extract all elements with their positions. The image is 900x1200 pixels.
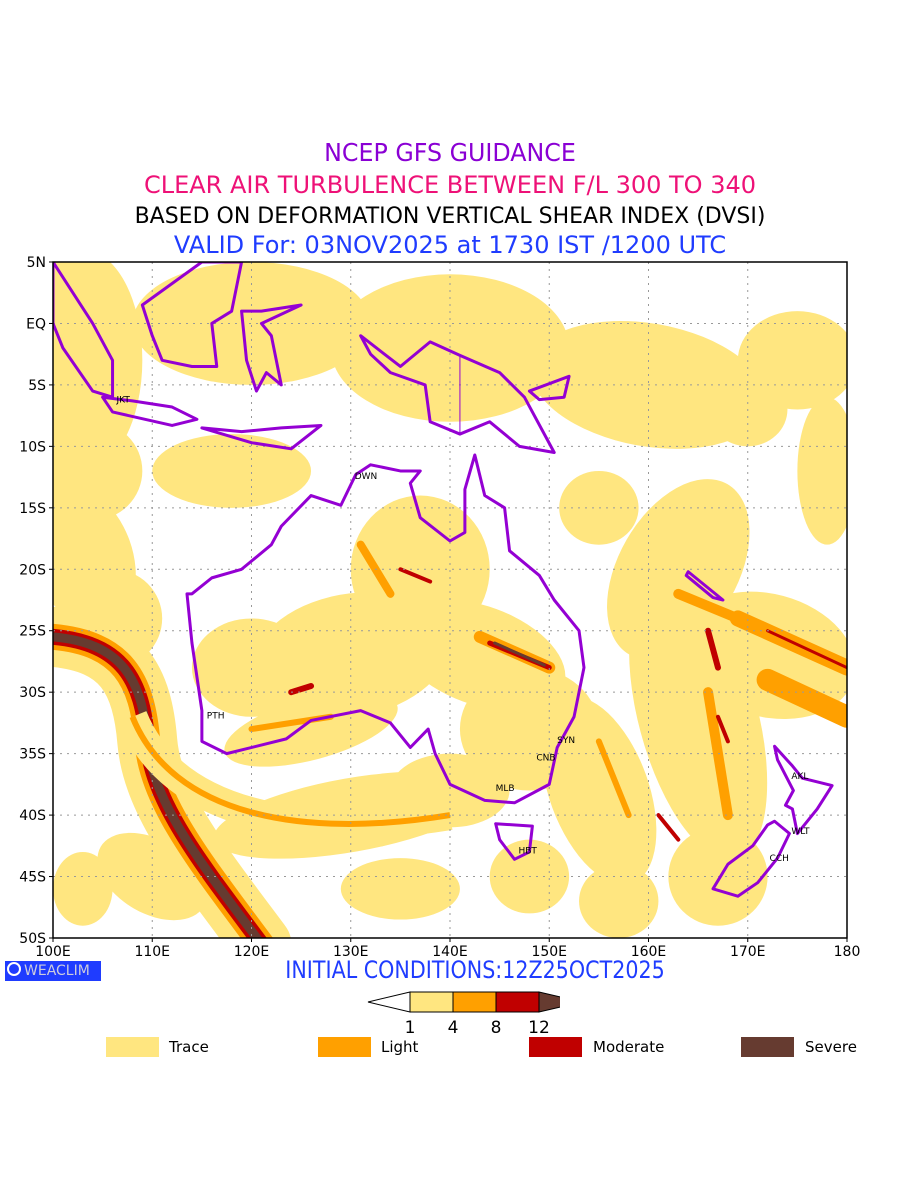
coastline-nz-north xyxy=(773,744,834,836)
trace-area xyxy=(541,696,657,885)
lat-label: 25S xyxy=(19,624,46,640)
coastline-new-caledonia xyxy=(684,570,725,602)
lat-label: 40S xyxy=(19,808,46,824)
trace-area xyxy=(132,262,371,385)
colorbar-moderate xyxy=(495,991,540,1013)
legend-label-light: Light xyxy=(381,1038,419,1056)
legend-label-severe: Severe xyxy=(805,1038,857,1056)
legend-swatch-trace xyxy=(106,1037,159,1057)
lat-label: 50S xyxy=(19,931,46,947)
coastline-newguinea xyxy=(359,334,556,455)
streak-moderate xyxy=(288,683,315,696)
coastline-java xyxy=(101,395,199,427)
lon-label: 150E xyxy=(531,944,567,960)
trace-area xyxy=(340,858,460,920)
colorbar: 1 4 8 12 xyxy=(367,991,560,1038)
streak-moderate xyxy=(766,629,847,670)
city-label: CNB xyxy=(536,753,555,763)
colorbar-light xyxy=(452,991,497,1013)
title-main: NCEP GFS GUIDANCE xyxy=(324,138,576,167)
legend-swatch-moderate xyxy=(529,1037,582,1057)
initial-conditions: INITIAL CONDITIONS:12Z25OCT2025 xyxy=(285,956,665,984)
coastline-sulawesi xyxy=(240,303,303,393)
lat-label: 20S xyxy=(19,562,46,578)
coastline-lesser-sunda xyxy=(200,423,323,451)
lon-label: 100E xyxy=(35,944,71,960)
colorbar-tick: 12 xyxy=(528,1018,550,1038)
legend-label-moderate: Moderate xyxy=(593,1038,665,1056)
streak-severe xyxy=(493,641,546,667)
turbulence-field xyxy=(53,262,847,938)
coastline-tasmania xyxy=(494,822,534,861)
copyright-icon xyxy=(7,962,21,976)
coastline-borneo xyxy=(140,262,244,368)
coastline-australia xyxy=(185,453,586,805)
colorbar-severe xyxy=(538,991,560,1013)
lon-label: 120E xyxy=(234,944,270,960)
lat-label: 10S xyxy=(19,439,46,455)
colorbar-trace xyxy=(409,991,454,1013)
colorbar-under xyxy=(367,991,411,1013)
colorbar-tick: 8 xyxy=(491,1018,502,1038)
city-label: JKT xyxy=(115,396,130,406)
city-label: DWN xyxy=(355,472,378,482)
colorbar-tick: 1 xyxy=(405,1018,416,1038)
city-label: SYN xyxy=(557,736,575,746)
lon-label: 170E xyxy=(730,944,766,960)
title-subject: CLEAR AIR TURBULENCE BETWEEN F/L 300 TO … xyxy=(143,171,757,199)
lon-label: 130E xyxy=(333,944,369,960)
streak-moderate xyxy=(656,813,681,842)
city-label: PTH xyxy=(207,712,225,722)
streak-light xyxy=(703,687,733,821)
city-label: MLB xyxy=(496,784,515,794)
trace-area xyxy=(679,591,847,720)
band-light xyxy=(129,715,451,827)
lat-label: EQ xyxy=(26,316,46,332)
city-label: AKL xyxy=(791,772,808,782)
coastline-nz-south xyxy=(711,819,791,898)
lat-label: 5S xyxy=(28,378,46,394)
city-label: HBT xyxy=(518,847,537,857)
legend-swatch-severe xyxy=(741,1037,794,1057)
lon-label: 110E xyxy=(134,944,170,960)
trace-area xyxy=(224,691,398,767)
city-label: CCH xyxy=(770,854,789,864)
trace-area xyxy=(579,864,659,938)
streak-moderate xyxy=(715,714,730,744)
trace-area xyxy=(797,397,847,545)
trace-area xyxy=(152,434,312,508)
legend-label-trace: Trace xyxy=(169,1038,209,1056)
streak-light xyxy=(756,668,847,728)
title-method: BASED ON DEFORMATION VERTICAL SHEAR INDE… xyxy=(134,204,766,229)
lat-label: 15S xyxy=(19,501,46,517)
streak-moderate xyxy=(705,627,721,671)
title-valid-time: VALID For: 03NOV2025 at 1730 IST /1200 U… xyxy=(173,231,727,259)
trace-area xyxy=(559,470,639,545)
streak-moderate xyxy=(398,567,433,584)
lat-label: 30S xyxy=(19,685,46,701)
trace-area xyxy=(53,851,113,926)
coastline-sumatra xyxy=(53,262,115,399)
coastline-new-britain xyxy=(527,374,571,402)
lat-label: 35S xyxy=(19,747,46,763)
colorbar-tick: 4 xyxy=(448,1018,459,1038)
weaclim-logo: WEACLIM xyxy=(5,961,101,981)
lon-label: 180 xyxy=(834,944,861,960)
streak-light xyxy=(595,738,632,819)
lon-label: 140E xyxy=(432,944,468,960)
legend-swatch-light xyxy=(318,1037,371,1057)
lat-label: 45S xyxy=(19,870,46,886)
lat-label: 5N xyxy=(27,255,46,271)
lon-label: 160E xyxy=(631,944,667,960)
trace-area xyxy=(53,262,143,471)
brand-label: WEACLIM xyxy=(24,963,90,979)
city-label: WLT xyxy=(791,827,810,837)
